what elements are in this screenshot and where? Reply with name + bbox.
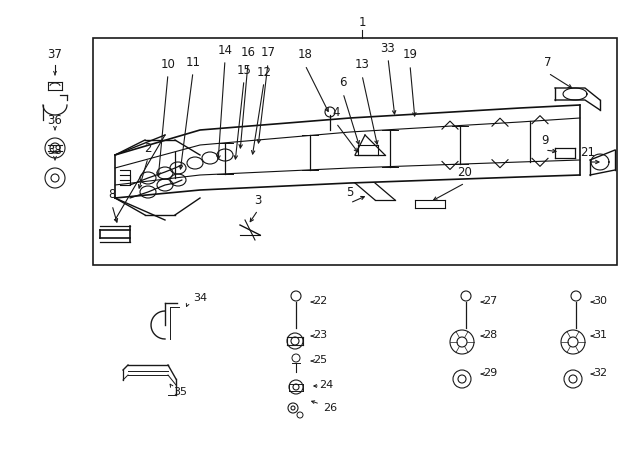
Text: 22: 22: [313, 296, 327, 306]
Text: 5: 5: [346, 187, 354, 200]
Text: 9: 9: [541, 133, 548, 146]
Text: 27: 27: [483, 296, 497, 306]
Text: 4: 4: [332, 106, 340, 120]
Text: 30: 30: [593, 296, 607, 306]
Text: 33: 33: [381, 41, 396, 55]
Text: 7: 7: [544, 57, 552, 70]
Text: 32: 32: [593, 368, 607, 378]
Text: 19: 19: [403, 49, 417, 62]
Text: 16: 16: [241, 47, 255, 59]
Text: 24: 24: [319, 380, 333, 390]
Text: 34: 34: [193, 293, 207, 303]
Text: 26: 26: [323, 403, 337, 413]
Text: 14: 14: [218, 43, 232, 57]
Text: 12: 12: [257, 65, 271, 79]
Text: 25: 25: [313, 355, 327, 365]
Text: 37: 37: [47, 49, 63, 62]
Text: 2: 2: [144, 141, 152, 154]
Text: 29: 29: [483, 368, 497, 378]
Text: 36: 36: [47, 114, 63, 127]
Text: 15: 15: [237, 64, 252, 76]
Text: 3: 3: [254, 194, 262, 206]
Text: 20: 20: [458, 167, 472, 179]
Text: 23: 23: [313, 330, 327, 340]
Text: 21: 21: [580, 146, 595, 159]
Text: 28: 28: [483, 330, 497, 340]
Text: 13: 13: [355, 58, 369, 72]
Text: 18: 18: [298, 49, 312, 62]
Bar: [93, 38, 617, 265]
Text: 38: 38: [47, 144, 62, 156]
Text: 31: 31: [593, 330, 607, 340]
Text: 35: 35: [173, 387, 187, 397]
Text: 11: 11: [186, 56, 200, 68]
Text: 17: 17: [260, 47, 275, 59]
Text: 6: 6: [339, 76, 347, 89]
Text: 8: 8: [108, 188, 116, 202]
Text: 10: 10: [161, 57, 175, 71]
Text: 1: 1: [358, 16, 365, 29]
